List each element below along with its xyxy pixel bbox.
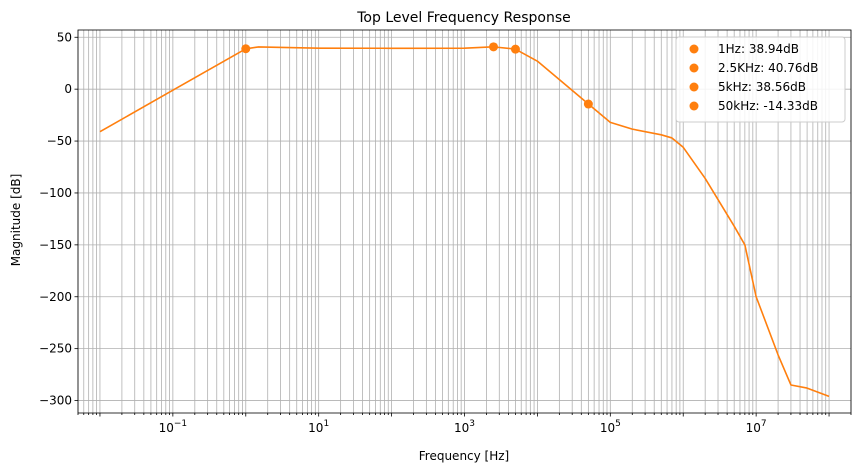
y-tick-label: −200 [39,290,72,304]
y-tick-label: −150 [39,238,72,252]
x-tick-label: 101 [308,419,329,435]
y-tick-label: −100 [39,186,72,200]
legend-label: 5kHz: 38.56dB [718,80,806,94]
x-axis-label: Frequency [Hz] [419,449,510,463]
x-tick-label: 10−1 [159,419,188,435]
legend-label: 1Hz: 38.94dB [718,42,799,56]
legend-marker [689,82,699,92]
y-tick-label: −250 [39,342,72,356]
axes: 50 0 −50 −100 −150 −200 −250 −300 10−1 101 103 105 1… [39,29,852,435]
y-tick-label: 50 [57,30,72,44]
response-line [99,46,830,398]
x-tick-label: 107 [746,419,767,435]
marker-point [241,44,251,54]
legend-label: 50kHz: -14.33dB [718,99,818,113]
x-tick-label: 103 [454,419,475,435]
plot-area [99,42,830,398]
legend-marker [689,101,699,111]
y-axis-label: Magnitude [dB] [9,174,23,267]
y-tick-label: −300 [39,394,72,408]
legend-marker [689,44,699,54]
legend-label: 2.5KHz: 40.76dB [718,61,818,75]
marker-point [489,42,499,52]
chart-title: Top Level Frequency Response [356,10,571,26]
marker-point [583,99,593,109]
legend-marker [689,63,699,73]
plot-frame [77,29,852,414]
x-tick-label: 105 [600,419,621,435]
y-tick-label: 0 [64,82,72,96]
legend: 1Hz: 38.94dB 2.5KHz: 40.76dB 5kHz: 38.56dB… [675,36,846,123]
legend-box [675,36,846,123]
y-tick-label: −50 [47,134,72,148]
grid-lines [77,30,852,413]
marker-point [510,44,520,54]
